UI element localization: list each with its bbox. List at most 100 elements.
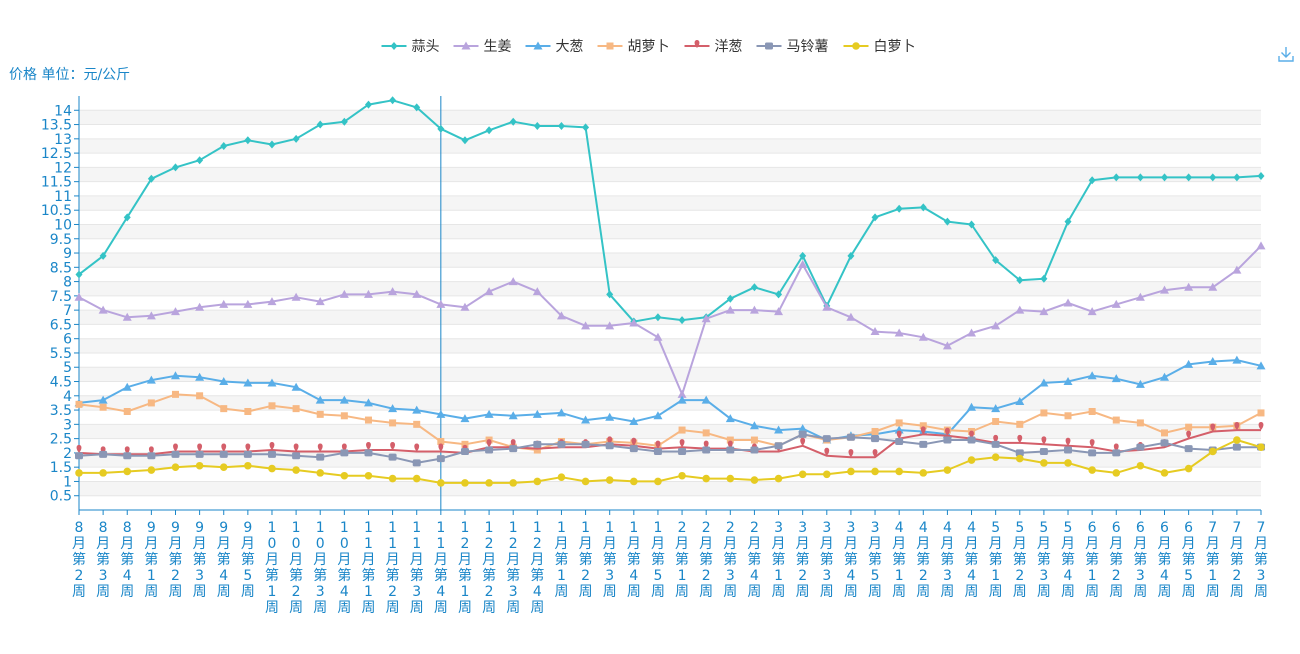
data-point [1136, 419, 1144, 427]
data-point [677, 395, 687, 404]
data-point [122, 312, 132, 321]
data-point [123, 452, 132, 460]
x-tick-label: 2 月第 2 周 [699, 520, 713, 600]
data-point [147, 466, 156, 474]
x-tick-label: 1 0 月第 2 周 [289, 520, 303, 616]
y-tick-label: 6.5 [50, 317, 72, 333]
data-point [702, 474, 710, 483]
data-point [1184, 359, 1194, 368]
legend-item-胡萝卜[interactable]: 胡萝卜 [597, 39, 670, 55]
data-point [800, 437, 806, 446]
data-point [221, 443, 227, 452]
data-point [726, 446, 735, 454]
data-point [1015, 397, 1025, 406]
data-point [436, 409, 446, 418]
grid-band [79, 138, 1261, 154]
data-point [967, 402, 977, 411]
data-point [1016, 420, 1024, 428]
data-point [1111, 374, 1121, 383]
data-point [1040, 274, 1048, 283]
y-tick-label: 13 [54, 132, 72, 148]
data-point [653, 411, 663, 420]
grid-band [79, 238, 1261, 254]
legend-item-大葱[interactable]: 大葱 [525, 39, 584, 55]
data-point [390, 442, 396, 451]
x-tick-label: 2 月第 3 周 [723, 520, 737, 600]
data-point [460, 414, 470, 423]
y-tick-label: 10.5 [41, 203, 72, 219]
y-tick-label: 9 [63, 246, 72, 262]
data-point [824, 447, 830, 456]
data-point [366, 442, 371, 451]
data-point [437, 479, 445, 487]
y-tick-label: 3 [63, 417, 72, 433]
grid-band [79, 167, 1261, 182]
data-point [220, 405, 228, 413]
data-point [291, 292, 301, 301]
data-point [872, 449, 878, 458]
data-point [388, 453, 397, 461]
y-tick-label: 7.5 [50, 289, 72, 305]
data-point [243, 299, 253, 308]
data-point [848, 449, 854, 458]
legend-item-生姜[interactable]: 生姜 [453, 39, 512, 55]
data-point [533, 440, 542, 448]
data-point [1184, 445, 1193, 453]
data-point [871, 435, 880, 443]
data-point [919, 203, 927, 212]
data-point [340, 412, 348, 420]
legend-item-白萝卜[interactable]: 白萝卜 [843, 39, 916, 55]
data-point [678, 471, 686, 480]
legend-marker [694, 40, 700, 48]
legend-item-马铃薯[interactable]: 马铃薯 [756, 39, 829, 55]
data-point [894, 328, 904, 337]
legend-item-洋葱[interactable]: 洋葱 [684, 39, 743, 55]
data-point [1039, 447, 1048, 455]
data-point [508, 411, 518, 420]
data-point [919, 469, 928, 477]
y-tick-label: 8.5 [50, 260, 72, 276]
data-point [1161, 429, 1169, 437]
data-point [340, 449, 349, 457]
grid-band [79, 352, 1261, 368]
legend-item-蒜头[interactable]: 蒜头 [381, 39, 440, 55]
data-point [1256, 361, 1266, 370]
data-point [316, 469, 325, 477]
download-icon[interactable] [1276, 44, 1296, 64]
x-tick-label: 7 月第 1 周 [1206, 520, 1220, 600]
data-point [171, 163, 179, 172]
data-point [726, 474, 735, 483]
y-tick-label: 6 [63, 332, 72, 348]
data-point [533, 121, 541, 130]
data-point [1064, 412, 1072, 420]
data-point [171, 450, 180, 458]
data-point [99, 403, 107, 411]
data-point [292, 134, 300, 143]
x-tick-label: 4 月第 1 周 [892, 520, 906, 600]
data-point [629, 445, 638, 453]
data-point [799, 251, 807, 260]
series-line [78, 245, 1262, 396]
data-point [894, 425, 904, 434]
data-point [1160, 285, 1170, 294]
grid-band [79, 253, 1261, 268]
x-tick-label: 1 0 月第 1 周 [265, 520, 279, 616]
data-point [485, 446, 494, 454]
data-point [196, 392, 204, 400]
data-point [847, 467, 855, 476]
x-tick-label: 5 月第 1 周 [989, 520, 1003, 600]
data-point [1232, 355, 1242, 364]
x-tick-label: 2 月第 1 周 [675, 520, 689, 600]
data-point [701, 314, 711, 323]
data-point [822, 435, 831, 443]
x-tick-label: 9 月第 5 周 [241, 520, 255, 600]
data-point [1015, 305, 1025, 314]
x-tick-label: 4 月第 2 周 [916, 520, 930, 600]
data-point [1016, 276, 1024, 285]
data-point [413, 103, 421, 112]
data-point [822, 470, 831, 479]
data-point [774, 474, 783, 483]
data-point [388, 287, 398, 296]
x-tick-label: 8 月第 3 周 [96, 520, 110, 600]
grid-band [79, 367, 1261, 382]
